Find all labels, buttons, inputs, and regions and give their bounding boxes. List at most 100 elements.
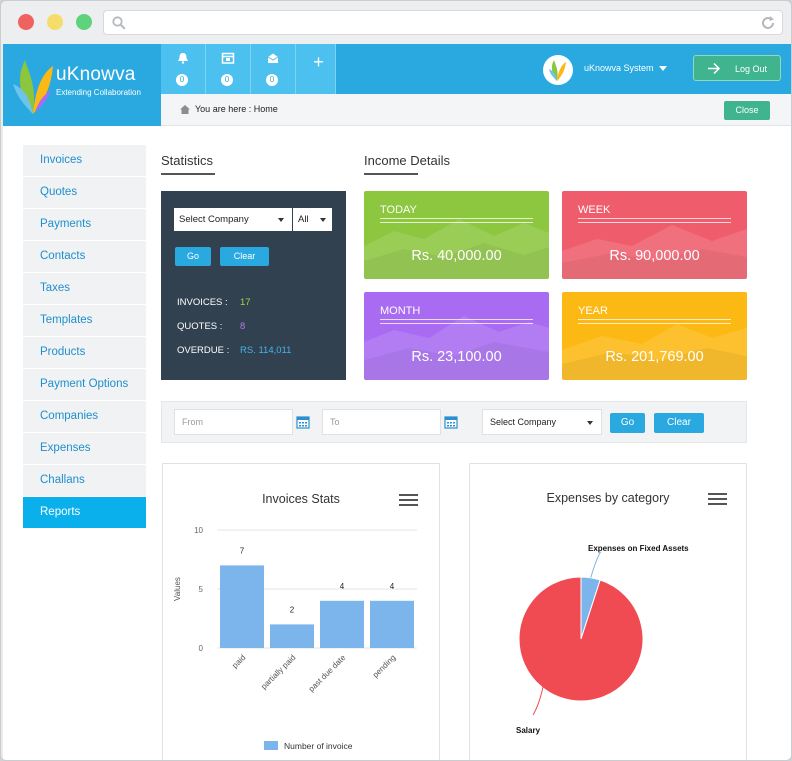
brand-tagline: Extending Collaboration [56,88,141,97]
messages-button[interactable]: 0 [251,44,296,94]
company-select[interactable]: Select Company [174,208,292,231]
sidebar: Invoices Quotes Payments Contacts Taxes … [23,145,146,529]
bar-data-label: 4 [390,582,395,591]
bar-chart-plot: 10 5 0 Values 7 paid 2 partially paid 4 past due … [173,526,417,751]
income-card-label: TODAY [380,204,417,216]
sidebar-item-companies[interactable]: Companies [23,401,146,433]
search-icon [112,16,126,30]
brand-name: uKnowva [56,64,136,85]
bell-icon [178,53,188,64]
statistics-title: Statistics [161,153,216,175]
main-content: Invoices Quotes Payments Contacts Taxes … [3,126,791,760]
income-card-week: WEEK Rs. 90,000.00 [562,191,747,279]
x-tick-label: partially paid [259,653,297,691]
expenses-by-category-chart: Expenses by category Expenses on Fixed A… [469,463,747,760]
leaf-logo-icon [13,60,53,114]
notifications-button[interactable]: 0 [161,44,206,94]
close-window-button[interactable] [18,14,34,30]
sidebar-item-payments[interactable]: Payments [23,209,146,241]
period-select-value: All [298,214,309,225]
home-icon[interactable] [180,105,190,114]
address-bar[interactable] [103,10,783,35]
sidebar-item-reports[interactable]: Reports [23,497,146,529]
sidebar-item-quotes[interactable]: Quotes [23,177,146,209]
calendar-icon [221,52,235,64]
calendar-button[interactable]: 0 [206,44,251,94]
clear-button[interactable]: Clear [220,247,269,266]
menu-icon[interactable] [399,494,418,506]
y-axis-label: Values [173,577,182,601]
filter-go-button[interactable]: Go [610,413,645,433]
bar-data-label: 2 [290,605,295,614]
x-tick-label: paid [230,653,247,670]
income-card-label: WEEK [578,204,611,216]
sidebar-item-payment-options[interactable]: Payment Options [23,369,146,401]
bar-data-label: 7 [240,546,245,555]
chart-title: Invoices Stats [262,492,340,506]
legend-swatch [264,741,278,750]
sidebar-item-contacts[interactable]: Contacts [23,241,146,273]
chart-title: Expenses by category [546,491,670,505]
logo[interactable]: uKnowva Extending Collaboration [3,44,161,126]
y-tick-label: 0 [199,644,204,653]
to-date-input[interactable]: To [322,409,441,435]
chevron-down-icon [320,218,326,222]
card-pattern [562,225,747,279]
invoices-stat: INVOICES : 17 [177,297,251,308]
pie-data-label: Expenses on Fixed Assets [588,544,689,553]
quotes-stat-label: QUOTES : [177,321,223,332]
user-avatar[interactable] [543,55,573,85]
user-name[interactable]: uKnowva System [584,63,654,73]
leaf-logo-icon [549,60,566,81]
go-button[interactable]: Go [175,247,211,266]
minimize-window-button[interactable] [47,14,63,30]
reload-icon[interactable] [760,15,776,31]
sidebar-item-products[interactable]: Products [23,337,146,369]
card-pattern [364,219,549,279]
quotes-stat: QUOTES : 8 [177,321,245,332]
chevron-down-icon[interactable] [659,66,667,71]
sidebar-item-invoices[interactable]: Invoices [23,145,146,177]
logout-button[interactable]: Log Out [693,55,781,81]
close-button[interactable]: Close [724,101,770,120]
menu-icon[interactable] [708,493,727,505]
logout-label: Log Out [735,64,768,74]
breadcrumb: You are here : Home Close [161,94,791,126]
calendar-icon[interactable] [444,415,458,429]
sidebar-item-challans[interactable]: Challans [23,465,146,497]
pie-connector [532,686,544,716]
period-select[interactable]: All [293,208,332,231]
chevron-down-icon [587,421,593,425]
income-details-title: Income Details [364,153,450,175]
bar [270,624,314,648]
add-button[interactable]: + [296,44,336,94]
calendar-icon[interactable] [296,415,310,429]
overdue-stat-label: OVERDUE : [177,345,230,356]
bar [370,600,414,648]
overdue-stat-value: RS. 114,011 [240,345,292,356]
breadcrumb-text: You are here : Home [195,104,278,114]
filter-clear-button[interactable]: Clear [654,413,704,433]
pie-slice [518,576,644,702]
income-card-today: TODAY Rs. 40,000.00 [364,191,549,279]
pie-connector [590,551,602,578]
income-card-amount: Rs. 40,000.00 [411,248,502,264]
app-header: uKnowva Extending Collaboration 0 0 0 + … [3,44,791,126]
chevron-down-icon [278,218,284,222]
from-date-input[interactable]: From [174,409,293,435]
statistics-panel: Select Company All Go Clear INVOICES : 1… [161,191,346,380]
filter-company-select[interactable]: Select Company [482,409,602,435]
income-card-label: MONTH [380,305,421,317]
invoices-stat-value: 17 [240,297,251,308]
income-card-amount: Rs. 90,000.00 [609,248,700,264]
browser-toolbar [1,1,791,44]
plus-icon: + [313,52,324,72]
sidebar-item-expenses[interactable]: Expenses [23,433,146,465]
sidebar-item-templates[interactable]: Templates [23,305,146,337]
maximize-window-button[interactable] [76,14,92,30]
sidebar-item-taxes[interactable]: Taxes [23,273,146,305]
income-card-amount: Rs. 23,100.00 [411,349,502,365]
invoices-stats-chart: Invoices Stats 10 5 0 Values 7 paid 2 partially… [162,463,440,760]
y-tick-label: 10 [194,526,203,535]
